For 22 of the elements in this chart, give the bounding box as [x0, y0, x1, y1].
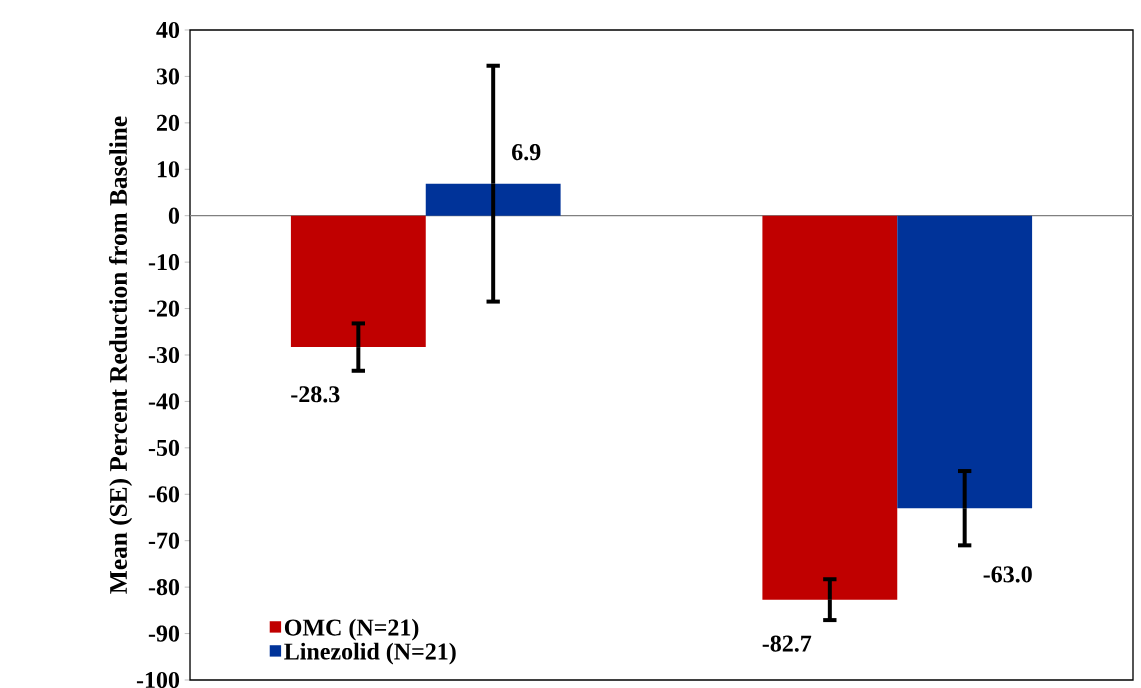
y-tick-label: 20 — [156, 114, 180, 131]
y-tick-label: -80 — [148, 579, 180, 596]
y-tick-label: -30 — [148, 346, 180, 364]
y-tick-label: -50 — [148, 439, 180, 456]
y-tick-label: -20 — [148, 300, 180, 317]
y-tick-label: -70 — [148, 532, 180, 549]
y-tick-label: 0 — [168, 207, 180, 224]
y-tick-label: 10 — [157, 161, 180, 178]
data-label: -63.0 — [983, 566, 1032, 583]
data-label: -82.7 — [762, 635, 812, 652]
y-tick-label: 40 — [156, 21, 180, 39]
y-tick-label: 30 — [156, 68, 180, 85]
y-tick-label: -60 — [148, 486, 180, 503]
data-label: 6.9 — [512, 144, 541, 161]
legend-label: Linezolid (N=21) — [284, 642, 456, 665]
y-axis-title: Mean (SE) Percent Reduction from Baseline — [108, 116, 133, 594]
legend-label: OMC (N=21) — [284, 618, 419, 641]
y-tick-label: -10 — [148, 254, 180, 271]
y-tick-label: -40 — [148, 393, 180, 410]
y-tick-label: -100 — [136, 671, 180, 688]
data-label: -28.3 — [291, 386, 340, 403]
y-tick-label: -90 — [148, 625, 180, 642]
